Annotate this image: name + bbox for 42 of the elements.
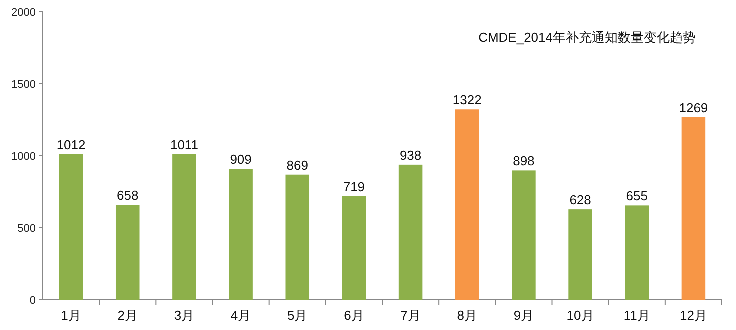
y-tick-label: 1000 <box>12 151 36 163</box>
text: CMDE_2014年补充通知数量变化趋势 <box>478 30 696 45</box>
bar <box>512 170 536 300</box>
bar <box>455 110 480 300</box>
bar <box>229 169 253 300</box>
data-label: 655 <box>626 188 648 204</box>
data-label: 628 <box>570 192 592 208</box>
x-tick-label: 11月 <box>624 308 650 323</box>
x-tick-label: 10月 <box>566 308 594 323</box>
x-tick-label: 1月 <box>61 308 82 323</box>
x-tick-label: 6月 <box>344 308 364 323</box>
data-label: 1011 <box>170 137 198 152</box>
data-label: 898 <box>513 154 535 169</box>
bar <box>398 164 423 300</box>
data-label: 658 <box>117 188 139 204</box>
x-tick-label: 2月 <box>118 308 138 323</box>
bar <box>625 206 650 300</box>
bar <box>568 210 592 300</box>
data-label: 869 <box>286 158 308 173</box>
data-label: 719 <box>343 179 366 194</box>
data-label: 1012 <box>56 137 86 152</box>
x-tick-label: 7月 <box>400 308 421 323</box>
x-tick-label: 3月 <box>174 308 195 323</box>
x-tick-label: 4月 <box>230 308 252 323</box>
data-label: 1269 <box>679 100 708 116</box>
x-tick-label: 12月 <box>680 308 708 323</box>
x-tick-label: 8月 <box>457 308 478 323</box>
bar <box>286 174 310 300</box>
bar <box>116 205 140 300</box>
x-tick-label: 5月 <box>288 308 308 323</box>
bar <box>172 154 196 300</box>
bar <box>59 154 84 300</box>
bar <box>682 117 706 300</box>
x-tick-label: 9月 <box>514 308 534 323</box>
y-tick-label: 500 <box>18 223 36 235</box>
data-label: 938 <box>400 148 422 163</box>
data-label: 909 <box>230 152 252 168</box>
y-tick-label: 2000 <box>12 7 36 19</box>
data-label: 1322 <box>452 92 482 108</box>
bar <box>342 196 366 300</box>
y-tick-label: 1500 <box>12 79 36 91</box>
y-tick-label: 0 <box>30 295 36 307</box>
